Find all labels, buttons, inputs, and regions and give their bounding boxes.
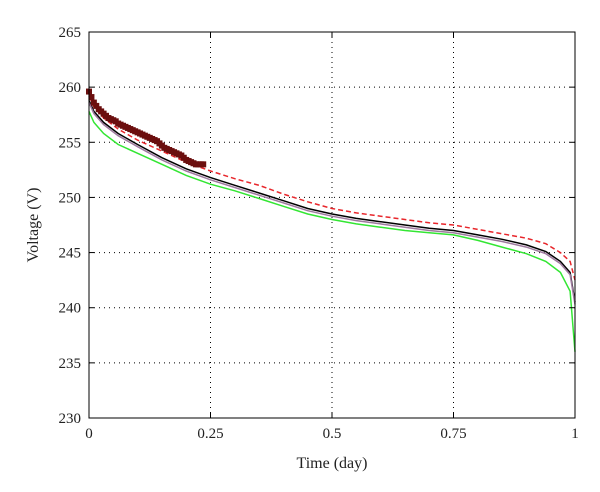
x-tick-label: 0.25 [197, 426, 223, 442]
x-tick-labels: 0 0.25 0.5 0.75 1 [85, 426, 579, 442]
grid-lines [89, 32, 575, 418]
y-tick-label: 245 [59, 246, 82, 262]
x-tick-label: 0 [85, 426, 93, 442]
series-1-line [88, 95, 576, 281]
series-5-marker [90, 99, 97, 106]
x-tick-label: 0.5 [323, 426, 342, 442]
y-tick-labels: 230 235 240 245 250 255 260 265 [59, 25, 82, 427]
y-tick-label: 230 [59, 411, 82, 427]
series-5-marker [200, 161, 207, 168]
ticks [88, 31, 576, 419]
series-3-line [88, 102, 576, 305]
series-2-line [88, 100, 576, 303]
y-tick-label: 265 [59, 25, 82, 41]
series-5-marker [93, 102, 100, 109]
y-tick-label: 255 [59, 135, 82, 151]
x-tick-label: 0.75 [440, 426, 466, 442]
series-group [86, 88, 576, 352]
series-5-marker [88, 94, 95, 101]
y-tick-label: 235 [59, 356, 82, 372]
y-axis-label: Voltage (V) [25, 188, 42, 263]
plot-frame [88, 31, 576, 419]
series-4-line [88, 111, 576, 352]
x-tick-label: 1 [571, 426, 579, 442]
y-tick-label: 240 [59, 301, 82, 317]
y-tick-label: 260 [59, 80, 82, 96]
y-tick-label: 250 [59, 190, 82, 206]
x-axis-label: Time (day) [297, 455, 368, 472]
